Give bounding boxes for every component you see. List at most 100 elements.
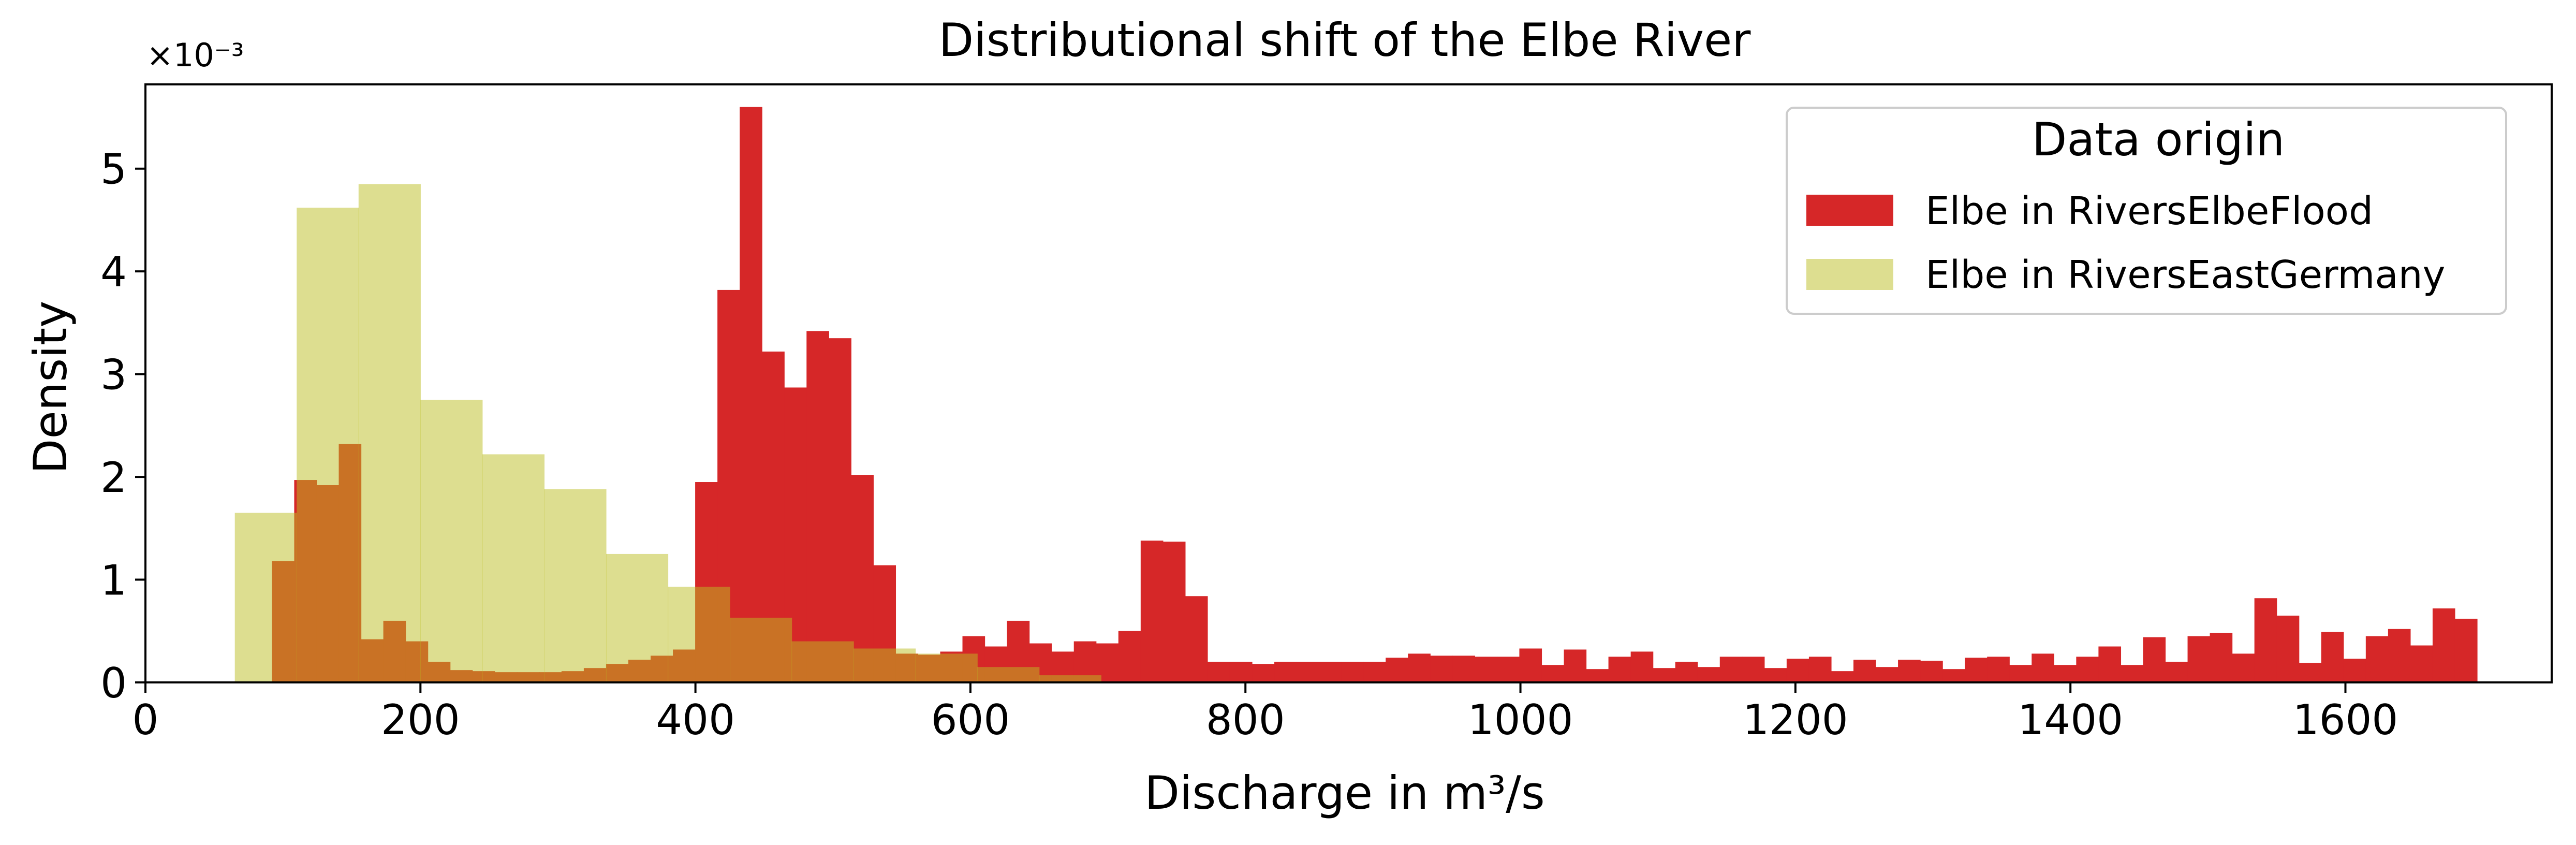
x-axis-label: Discharge in m³/s [1144,766,1544,820]
bar [420,400,483,682]
x-tick-label: 1000 [1468,696,1573,744]
bar [851,475,874,682]
bars-layer [234,107,2478,682]
bar [2098,646,2122,682]
bar [1987,657,2010,682]
x-tick-label: 1400 [2018,696,2123,744]
bar [482,454,545,682]
y-tick-label: 2 [100,454,127,502]
bar [853,648,916,682]
x-tick-label: 0 [133,696,159,744]
axes-frame [144,83,2553,683]
bar [791,641,854,682]
bar [1541,665,1565,682]
bar [358,184,421,682]
y-tick-label: 5 [100,145,127,194]
bar [2054,665,2077,682]
bar [1140,541,1164,682]
bar [1697,667,1720,682]
x-tick-label: 800 [1206,696,1285,744]
bar [1207,662,1230,682]
bar [1965,658,1988,682]
bar [2165,662,2188,682]
bar [2009,665,2032,682]
bar [2121,665,2144,682]
series-1 [234,184,1101,682]
y-tick-label: 1 [100,557,127,605]
bar [740,107,762,682]
bar [2032,653,2054,682]
y-axis-label: Density [24,301,77,474]
y-offset-text: ×10⁻³ [146,36,244,74]
bar [1118,631,1141,682]
y-tick-label: 4 [100,248,127,296]
bar [2299,663,2322,682]
bar [2432,608,2455,682]
bar [1341,662,1364,682]
ticks-layer: 0 200 400 600 800 1000 1200 1400 1600 0 1 2 3 4 5 [100,145,2398,744]
y-tick-label: 0 [100,659,127,707]
bar [730,617,792,682]
bar [2276,616,2300,682]
bar [1319,662,1342,682]
bar [1452,655,1475,682]
bar [1408,653,1431,682]
bar [2232,653,2255,682]
bar [1653,668,1676,682]
x-tick-label: 1600 [2293,696,2398,744]
x-tick-label: 200 [381,696,460,744]
bar [977,667,1040,682]
bar [1630,651,1654,682]
x-tick-label: 1200 [1743,696,1848,744]
bar [2210,633,2233,682]
bar [1786,659,1809,682]
bar [1363,662,1386,682]
bar [1586,669,1609,682]
legend-title: Data origin [2032,113,2285,166]
bar [2254,598,2277,682]
bar [2187,636,2211,682]
bar [1719,657,1743,682]
bar [1898,660,1921,682]
legend-box [1786,107,2507,315]
bar [1185,596,1208,682]
bar [1876,667,1898,682]
bar [1039,675,1101,682]
legend-swatch-elbe-east-germany [1806,259,1893,290]
bar [2388,629,2411,682]
bar [2076,657,2099,682]
bar [1229,662,1253,682]
bar [1853,660,1876,682]
legend-label-elbe-flood: Elbe in RiversElbeFlood [1925,189,2373,234]
bar [829,338,851,682]
bar [668,587,730,682]
bar [806,331,829,682]
bar [2410,645,2433,682]
bar [2143,637,2166,682]
bar [2321,632,2344,682]
bar [544,489,607,682]
bar [1274,662,1297,682]
bar [2365,636,2389,682]
bar [1252,664,1275,682]
bar [1675,662,1698,682]
bar [1942,669,1965,682]
bar [1764,668,1787,682]
legend-swatch-elbe-flood [1806,195,1893,226]
bar [1162,542,1186,682]
bar [1564,649,1587,682]
bar [1475,657,1498,682]
bar [1497,657,1520,682]
x-tick-label: 400 [656,696,735,744]
bar [1920,661,1943,682]
bar [297,208,359,682]
bar [2454,618,2478,682]
bar [1831,671,1854,682]
bar [1608,657,1631,682]
bar [1519,648,1542,682]
bar [1430,655,1453,682]
bar [915,653,978,682]
bar [1386,658,1408,682]
y-tick-label: 3 [100,351,127,399]
